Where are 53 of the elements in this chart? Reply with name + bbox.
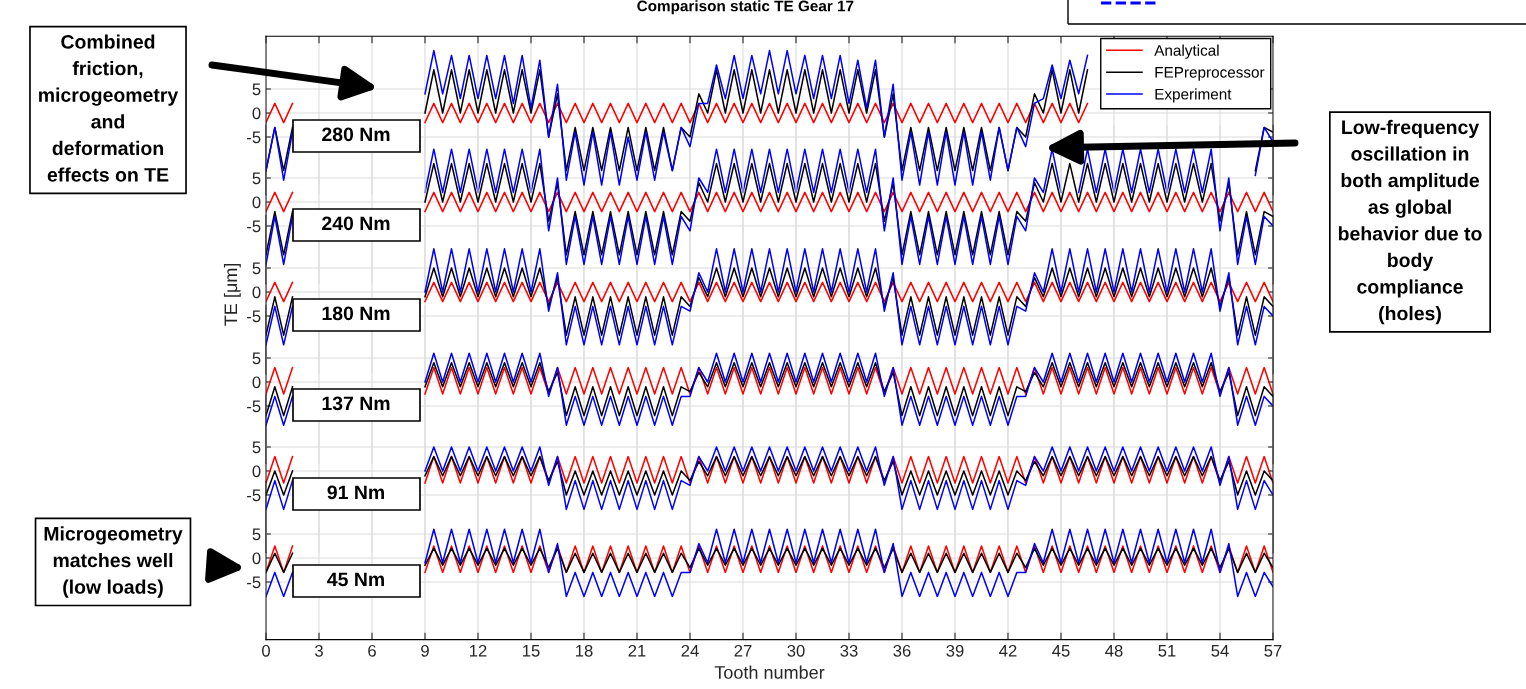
y-tick-label: -5 xyxy=(247,131,261,144)
y-tick-label: 0 xyxy=(252,107,261,120)
y-tick-label: -5 xyxy=(247,489,261,502)
y-tick-label: 0 xyxy=(252,196,261,209)
x-tick-label: 3 xyxy=(315,644,323,657)
y-tick-label: 5 xyxy=(252,172,261,185)
x-tick-label: 21 xyxy=(628,644,646,657)
x-tick-label: 18 xyxy=(576,644,593,657)
x-tick-label: 0 xyxy=(262,644,270,657)
text: Combined friction, microgeometry and deformation effects on TE xyxy=(39,34,179,182)
text: Low-frequency oscillation in both amplitude as global behavior due to body compliance (holes) xyxy=(1338,119,1482,325)
y-tick-label: 0 xyxy=(252,286,261,299)
x-tick-label: 45 xyxy=(1052,645,1070,657)
y-tick-label: 5 xyxy=(252,262,261,275)
chart-title: Comparison static TE Gear 17 xyxy=(637,0,854,15)
y-tick-label: 0 xyxy=(252,552,261,565)
y-axis-title: TE [μm] xyxy=(223,263,241,326)
x-tick-label: 36 xyxy=(893,644,911,657)
y-tick-label: 0 xyxy=(252,376,261,389)
annotation: 280 Nm xyxy=(322,127,390,142)
annotation: 137 Nm xyxy=(322,396,390,411)
x-tick-label: 57 xyxy=(1264,645,1282,657)
x-tick-label: 48 xyxy=(1105,644,1123,657)
x-tick-label: 12 xyxy=(470,644,487,657)
annotation: 180 Nm xyxy=(322,306,390,321)
x-tick-label: 6 xyxy=(368,644,376,657)
y-tick-label: 5 xyxy=(252,441,261,454)
x-tick-label: 9 xyxy=(421,644,429,657)
x-axis-title: Tooth number xyxy=(714,665,825,679)
x-tick-label: 24 xyxy=(681,644,699,657)
x-tick-label: 39 xyxy=(946,644,964,657)
x-tick-label: 27 xyxy=(734,644,752,657)
legend-label: FEPreprocessor xyxy=(1155,67,1265,81)
x-tick-label: 30 xyxy=(787,644,805,657)
text: Microgeometry matches well (low loads) xyxy=(44,526,183,598)
y-tick-label: -5 xyxy=(247,400,261,413)
y-tick-label: -5 xyxy=(247,576,261,589)
x-tick-label: 42 xyxy=(999,644,1017,657)
x-tick-label: 54 xyxy=(1211,645,1229,657)
annotation: 240 Nm xyxy=(322,216,390,231)
y-tick-label: 0 xyxy=(252,465,261,478)
y-tick-label: -5 xyxy=(247,310,261,323)
x-tick-label: 15 xyxy=(523,645,540,657)
x-tick-label: 33 xyxy=(840,644,858,657)
annotation: 45 Nm xyxy=(327,572,384,587)
y-tick-label: 5 xyxy=(252,83,261,96)
x-tick-label: 51 xyxy=(1158,645,1176,657)
annotation: 91 Nm xyxy=(327,485,384,500)
y-tick-label: 5 xyxy=(252,528,261,541)
legend-label: Analytical xyxy=(1154,44,1219,59)
legend-label: Experiment xyxy=(1155,88,1232,103)
y-tick-label: -5 xyxy=(247,220,261,233)
y-tick-label: 5 xyxy=(252,352,261,365)
